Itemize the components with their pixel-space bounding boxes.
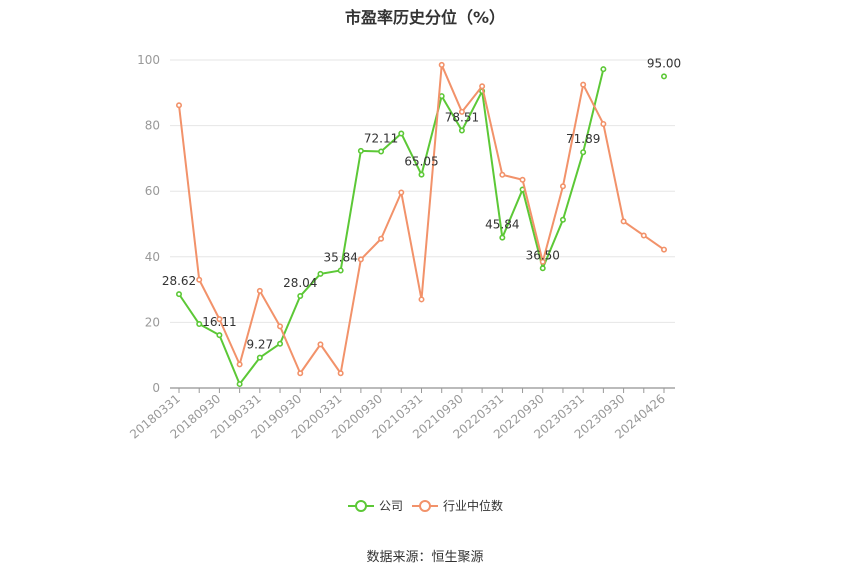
data-point [438,93,445,100]
data-point [317,341,324,348]
data-point [660,73,667,80]
data-point [519,176,526,183]
chart-title: 市盈率历史分位（%） [344,8,506,27]
data-point [499,171,506,178]
data-point [337,267,344,274]
data-point [600,66,607,73]
legend-label-0: 公司 [379,499,403,513]
data-point [357,256,364,263]
data-point [438,61,445,68]
data-point [499,234,506,241]
data-point [660,246,667,253]
data-point [458,127,465,134]
data-label: 16.11 [202,315,236,329]
data-label: 28.62 [162,274,196,288]
series-line-0 [178,68,605,386]
data-point [236,381,243,388]
y-tick-label: 100 [137,53,160,67]
legend-marker-0 [355,500,367,512]
data-point [176,291,183,298]
y-tick-label: 0 [152,381,160,395]
source-note: 数据来源：恒生聚源 [366,550,484,565]
data-point [297,370,304,377]
y-tick-label: 20 [145,315,160,329]
data-point [418,296,425,303]
y-tick-label: 40 [145,250,160,264]
data-label: 35.84 [323,250,357,264]
series-line-1 [178,63,665,375]
data-point [479,83,486,90]
data-point [216,332,223,339]
data-point [236,361,243,368]
data-label: 45.84 [485,218,519,232]
data-point [378,235,385,242]
data-point [580,81,587,88]
data-point [337,370,344,377]
data-point [580,149,587,156]
data-point [620,218,627,225]
data-point [297,293,304,300]
data-point [176,102,183,109]
data-point [196,321,203,328]
data-label: 72.11 [364,131,398,145]
legend-label-1: 行业中位数 [443,498,503,513]
data-label: 36.50 [526,248,560,262]
data-point [256,354,263,361]
y-tick-label: 60 [145,184,160,198]
data-point [418,171,425,178]
legend-marker-1 [419,500,431,512]
data-point [357,147,364,154]
y-tick-label: 80 [145,119,160,133]
data-point [277,323,284,330]
data-point [559,216,566,223]
data-point [600,120,607,127]
data-point [458,108,465,115]
data-label: 65.05 [404,155,438,169]
data-point [216,316,223,323]
data-point [277,340,284,347]
data-point [398,130,405,137]
data-label: 9.27 [246,338,273,352]
data-label: 28.04 [283,276,317,290]
data-point [196,276,203,283]
data-point [378,148,385,155]
data-point [317,270,324,277]
data-point [640,232,647,239]
data-point [539,258,546,265]
data-label: 78.51 [445,110,479,124]
data-point [539,265,546,272]
data-point [256,287,263,294]
data-label: 95.00 [647,56,681,70]
data-point [398,189,405,196]
data-point [559,183,566,190]
data-label: 71.89 [566,132,600,146]
